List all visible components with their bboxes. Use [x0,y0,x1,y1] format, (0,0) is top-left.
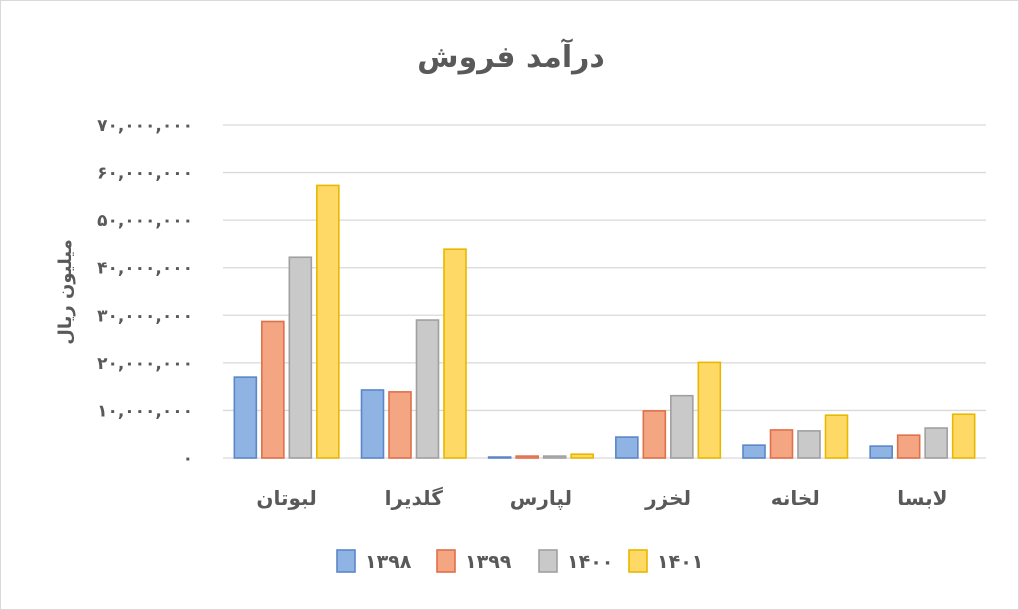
bars [233,184,976,459]
y-tick-label: ۷۰,۰۰۰,۰۰۰ [97,116,193,136]
y-axis-label: میلیون ریال [55,239,76,345]
y-axis-ticks: ۰ ۱۰,۰۰۰,۰۰۰ ۲۰,۰۰۰,۰۰۰ ۳۰,۰۰۰,۰۰۰ ۴۰,۰۰۰,۰۰… [97,116,193,469]
bar-1-2 [415,319,440,459]
y-tick-label: ۱۰,۰۰۰,۰۰۰ [97,401,193,421]
bar-2-0 [487,456,512,459]
chart-title: درآمد فروش [417,38,605,75]
legend-swatch-1 [436,549,456,573]
bar-2-1 [515,455,539,459]
bar-4-0 [742,444,766,459]
bar-2-3 [570,453,594,459]
bar-0-3 [316,184,340,459]
legend-label-1: ۱۳۹۹ [465,551,512,573]
bar-3-2 [670,394,694,459]
category-label: گلدیرا [385,486,444,510]
legend-swatch-0 [336,549,356,573]
category-label: لپارس [510,486,572,511]
category-label: لابسا [897,486,947,510]
bar-0-1 [261,320,285,459]
bar-5-1 [896,434,921,459]
bar-1-3 [443,248,467,459]
gridlines [223,124,986,459]
y-tick-label: ۵۰,۰۰۰,۰۰۰ [97,211,193,231]
legend-label-3: ۱۴۰۱ [657,551,703,573]
bar-1-1 [388,391,412,459]
legend-label-2: ۱۴۰۰ [567,551,613,573]
y-tick-label: ۰ [183,449,193,469]
bar-3-1 [642,410,667,459]
bar-5-3 [951,413,976,459]
bar-4-1 [769,429,794,459]
bar-5-2 [924,427,948,459]
bar-3-3 [697,361,722,459]
bar-3-0 [615,436,639,459]
category-label: لخانه [771,486,820,510]
legend-label-0: ۱۳۹۸ [365,551,412,573]
y-tick-label: ۳۰,۰۰۰,۰۰۰ [97,306,193,326]
legend: ۱۳۹۸ ۱۳۹۹ ۱۴۰۰ ۱۴۰۱ [336,549,703,573]
bar-4-2 [797,430,821,459]
category-label: لبوتان [256,486,316,510]
bar-0-2 [288,256,313,459]
x-axis-categories: لبوتان گلدیرا لپارس لخزر لخانه لابسا [256,486,947,511]
bar-5-0 [869,445,893,459]
bar-0-0 [233,376,258,459]
bar-4-3 [824,414,849,459]
bar-1-0 [360,389,385,459]
y-tick-label: ۴۰,۰۰۰,۰۰۰ [97,259,193,279]
y-tick-label: ۶۰,۰۰۰,۰۰۰ [97,164,193,184]
category-label: لخزر [644,486,691,510]
legend-swatch-2 [538,549,558,573]
bar-2-2 [542,455,567,459]
y-tick-label: ۲۰,۰۰۰,۰۰۰ [97,354,193,374]
legend-swatch-3 [628,549,648,573]
